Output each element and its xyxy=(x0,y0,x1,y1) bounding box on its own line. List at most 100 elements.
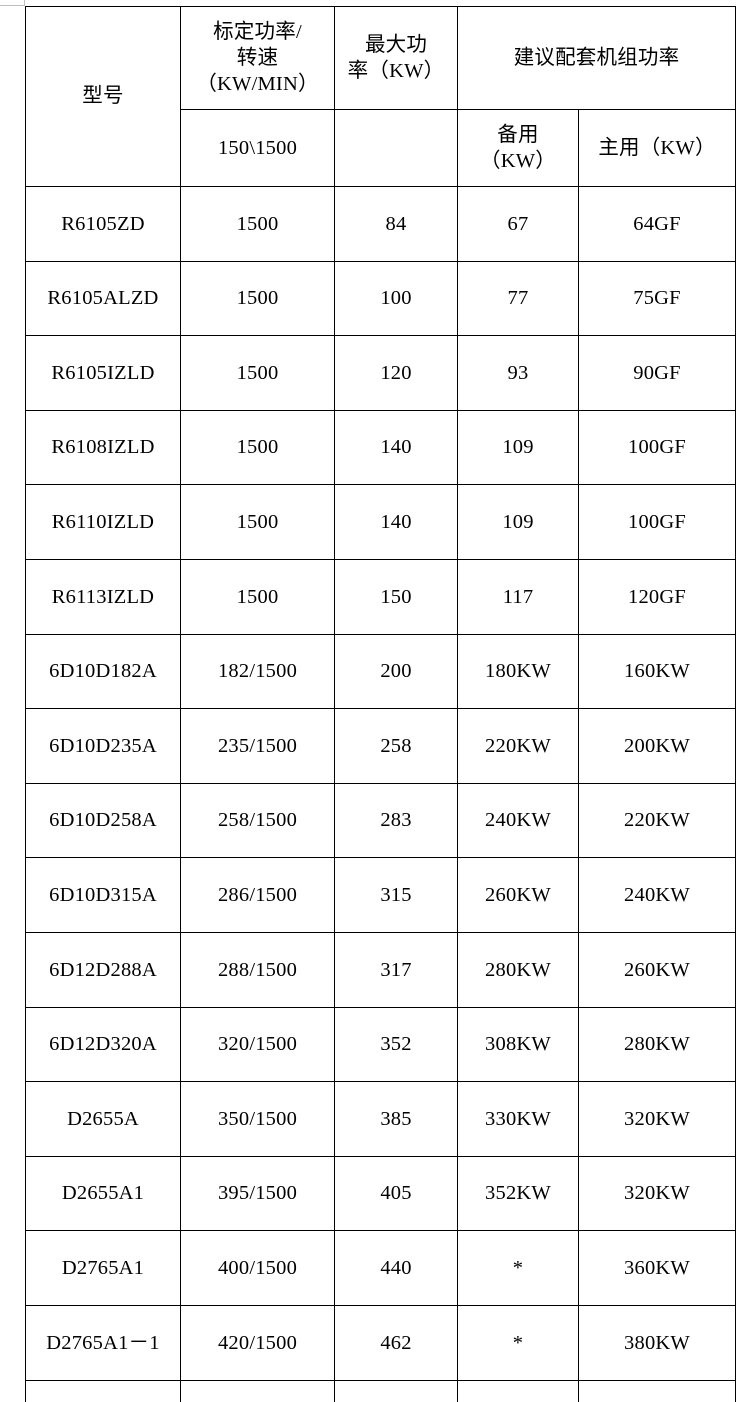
cell-max-power-text: 317 xyxy=(380,958,412,981)
cell-prime-power-text: 360KW xyxy=(624,1256,690,1279)
cell-standby-power-text: 109 xyxy=(502,511,534,534)
cell-max-power-text: 140 xyxy=(380,436,412,459)
cell-standby-power-text: 280KW xyxy=(485,958,551,981)
cell-model: 6D10D182A xyxy=(25,633,181,710)
cell-prime-power-text: 75GF xyxy=(633,287,681,310)
cell-rated-power-speed: 258/1500 xyxy=(180,782,335,859)
cell-max-power: 352 xyxy=(334,1006,458,1083)
cell-rated-power-speed: 350/1500 xyxy=(180,1081,335,1157)
header-label-max-line1: 最大功 xyxy=(364,33,428,56)
cell-model-text: 6D12D320A xyxy=(49,1033,157,1056)
header-label-prime: 主用（KW） xyxy=(598,136,716,159)
header-cell-max-power: 最大功 率（KW） xyxy=(334,6,458,110)
cell-rated-power-speed: 1500 xyxy=(180,186,335,262)
cell-standby-power: 117 xyxy=(457,558,579,635)
header-label-rated-line3: （KW/MIN） xyxy=(196,73,319,96)
cell-empty xyxy=(334,1379,458,1402)
page-margin-guide xyxy=(0,5,25,6)
cell-model-text: 6D12D288A xyxy=(49,958,157,981)
cell-prime-power-text: 260KW xyxy=(624,958,690,981)
cell-prime-power: 64GF xyxy=(577,186,737,262)
cell-standby-power: 67 xyxy=(457,186,579,262)
cell-model: 6D10D315A xyxy=(25,857,181,933)
cell-max-power-text: 200 xyxy=(380,660,412,683)
cell-prime-power: 380KW xyxy=(577,1304,737,1381)
header-subcell-max-power-empty xyxy=(334,109,458,187)
cell-max-power: 385 xyxy=(334,1081,458,1157)
cell-standby-power-text: 180KW xyxy=(485,660,551,683)
cell-prime-power-text: 100GF xyxy=(628,436,686,459)
cell-rated-power-speed: 286/1500 xyxy=(180,857,335,933)
cell-prime-power-text: 380KW xyxy=(624,1331,690,1354)
cell-model-text: 6D10D182A xyxy=(49,660,157,683)
cell-max-power: 258 xyxy=(334,708,458,784)
cell-rated-power-speed-text: 420/1500 xyxy=(217,1331,298,1354)
cell-prime-power-text: 320KW xyxy=(624,1182,690,1205)
cell-prime-power-text: 240KW xyxy=(624,884,690,907)
cell-model-text: R6105ZD xyxy=(61,212,145,235)
table-row: 6D10D315A 286/1500 315 260KW 240KW xyxy=(25,857,737,933)
table-row: D2655A 350/1500 385 330KW 320KW xyxy=(25,1081,737,1157)
cell-model-text: 6D10D235A xyxy=(49,734,157,757)
cell-model-text: 6D10D258A xyxy=(49,809,157,832)
cell-rated-power-speed: 1500 xyxy=(180,260,335,337)
cell-rated-power-speed-text: 1500 xyxy=(236,585,279,608)
cell-prime-power: 320KW xyxy=(577,1081,737,1157)
cell-standby-power-text: 220KW xyxy=(485,734,551,757)
cell-rated-power-speed-text: 286/1500 xyxy=(217,884,298,907)
cell-standby-power: 330KW xyxy=(457,1081,579,1157)
cell-max-power: 150 xyxy=(334,558,458,635)
cell-max-power-text: 440 xyxy=(380,1256,412,1279)
cell-standby-power: 109 xyxy=(457,484,579,560)
cell-max-power-text: 258 xyxy=(380,734,412,757)
cell-prime-power: 90GF xyxy=(577,335,737,411)
cell-model: R6105ALZD xyxy=(25,260,181,337)
cell-model-text: D2655A xyxy=(67,1107,139,1130)
cell-standby-power-text: 308KW xyxy=(485,1033,551,1056)
table-row: 6D10D235A 235/1500 258 220KW 200KW xyxy=(25,708,737,784)
cell-rated-power-speed-text: 1500 xyxy=(236,287,279,310)
cell-rated-power-speed: 182/1500 xyxy=(180,633,335,710)
cell-rated-power-speed: 400/1500 xyxy=(180,1230,335,1306)
cell-max-power-text: 315 xyxy=(380,884,412,907)
cell-prime-power-text: 280KW xyxy=(624,1033,690,1056)
cell-rated-power-speed: 1500 xyxy=(180,484,335,560)
cell-standby-power-text: * xyxy=(512,1331,524,1354)
cell-standby-power-text: 109 xyxy=(502,436,534,459)
cell-rated-power-speed-text: 400/1500 xyxy=(217,1256,298,1279)
cell-prime-power: 280KW xyxy=(577,1006,737,1083)
cell-standby-power-text: 260KW xyxy=(485,884,551,907)
table-row: R6105IZLD 1500 120 93 90GF xyxy=(25,335,737,411)
cell-standby-power-text: 93 xyxy=(507,361,529,384)
cell-prime-power: 100GF xyxy=(577,409,737,486)
cell-prime-power-text: 100GF xyxy=(628,511,686,534)
table-row: D2765A1 400/1500 440 * 360KW xyxy=(25,1230,737,1306)
cell-prime-power: 220KW xyxy=(577,782,737,859)
cell-model-text: R6105ALZD xyxy=(47,287,159,310)
cell-prime-power-text: 200KW xyxy=(624,734,690,757)
table-row: R6110IZLD 1500 140 109 100GF xyxy=(25,484,737,560)
cell-max-power: 140 xyxy=(334,484,458,560)
cell-model: R6105IZLD xyxy=(25,335,181,411)
cell-rated-power-speed-text: 258/1500 xyxy=(217,809,298,832)
cell-max-power: 317 xyxy=(334,931,458,1008)
page-margin-guide-vertical xyxy=(24,0,25,6)
cell-max-power-text: 405 xyxy=(380,1182,412,1205)
cell-standby-power: 280KW xyxy=(457,931,579,1008)
cell-empty xyxy=(457,1379,579,1402)
cell-standby-power: 220KW xyxy=(457,708,579,784)
cell-standby-power: 77 xyxy=(457,260,579,337)
header-cell-recommended-genset-power: 建议配套机组功率 xyxy=(456,6,737,110)
cell-prime-power: 160KW xyxy=(577,633,737,710)
cell-prime-power-text: 120GF xyxy=(628,585,686,608)
cell-rated-power-speed-text: 235/1500 xyxy=(217,734,298,757)
cell-max-power-text: 352 xyxy=(380,1033,412,1056)
cell-max-power: 140 xyxy=(334,409,458,486)
cell-max-power-text: 140 xyxy=(380,511,412,534)
header-label-recommended-genset-power: 建议配套机组功率 xyxy=(513,46,680,69)
table-row: 6D12D288A 288/1500 317 280KW 260KW xyxy=(25,931,737,1008)
cell-prime-power-text: 220KW xyxy=(624,809,690,832)
cell-rated-power-speed: 420/1500 xyxy=(180,1304,335,1381)
header-label-model: 型号 xyxy=(82,85,124,108)
